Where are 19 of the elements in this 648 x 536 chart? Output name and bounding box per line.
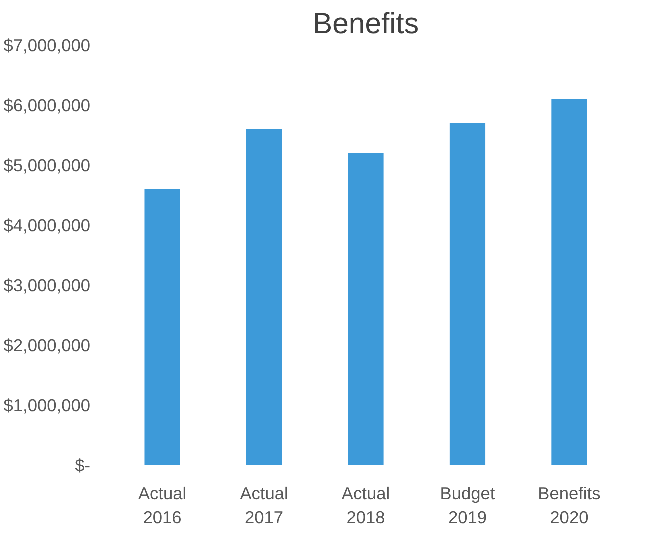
y-tick-label: $- <box>75 456 91 476</box>
x-tick-label: Actual 2017 <box>240 484 288 528</box>
y-tick-label: $7,000,000 <box>4 36 91 56</box>
x-tick-label: Actual 2016 <box>138 484 187 528</box>
x-tick-label: Budget 2019 <box>440 484 496 528</box>
bar <box>450 124 486 466</box>
y-tick-label: $1,000,000 <box>4 396 91 416</box>
y-tick-label: $6,000,000 <box>4 96 91 116</box>
x-tick-label: Benefits 2020 <box>538 484 602 528</box>
y-tick-label: $3,000,000 <box>4 276 91 296</box>
y-tick-label: $4,000,000 <box>4 216 91 236</box>
bar <box>144 190 180 466</box>
y-tick-label: $2,000,000 <box>4 336 91 356</box>
x-tick-label: Actual 2018 <box>342 484 390 528</box>
chart-title: Benefits <box>313 8 419 40</box>
y-tick-label: $5,000,000 <box>4 156 91 176</box>
bar <box>246 130 282 466</box>
bar <box>552 100 588 466</box>
bar <box>348 154 384 466</box>
